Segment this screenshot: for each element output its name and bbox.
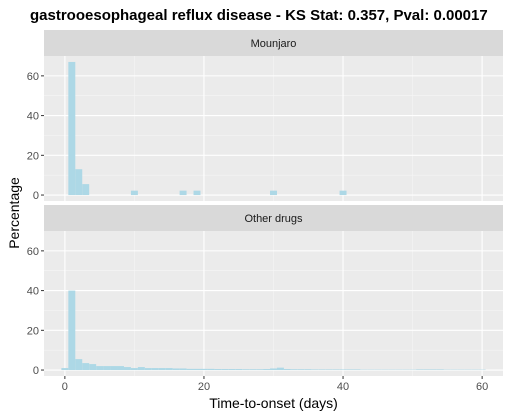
histogram-bar	[436, 369, 444, 371]
histogram-bar	[200, 368, 208, 371]
panel-bottom: Other drugs 0 20 40 60	[27, 205, 503, 377]
chart-title: gastrooesophageal reflux disease - KS St…	[30, 7, 488, 24]
histogram-bar	[117, 366, 124, 371]
histogram-bar	[346, 369, 354, 371]
histogram-bar	[249, 369, 257, 371]
histogram-bar	[123, 367, 131, 371]
y-tick-label: 60	[27, 71, 39, 83]
histogram-bar	[214, 369, 222, 371]
y-tick-label: 0	[33, 365, 39, 377]
histogram-bar	[179, 368, 187, 371]
histogram-bar	[96, 366, 104, 371]
histogram-bar	[332, 369, 340, 371]
histogram-bar	[179, 190, 187, 196]
strip-label-top: Mounjaro	[251, 38, 297, 50]
strip-background-bottom	[44, 205, 503, 231]
histogram-bar	[290, 369, 298, 371]
histogram-bar	[242, 369, 250, 371]
bars-bottom	[61, 290, 486, 371]
histogram-bar	[318, 369, 326, 371]
histogram-bar	[270, 368, 277, 371]
histogram-bar	[235, 369, 243, 371]
histogram-bar	[82, 184, 90, 196]
x-axis-label: Time-to-onset (days)	[209, 395, 338, 411]
panel-top: Mounjaro 0 20 40 60	[27, 30, 503, 202]
histogram-bar	[82, 363, 90, 371]
histogram-bar	[304, 369, 312, 371]
y-axis-bottom: 0 20 40 60	[27, 246, 44, 377]
y-tick-label: 40	[27, 111, 39, 123]
histogram-bar	[158, 368, 166, 371]
x-tick-label: 0	[62, 381, 68, 393]
histogram-bar	[193, 190, 201, 196]
histogram-bar	[186, 368, 194, 371]
histogram-bar	[144, 368, 152, 371]
histogram-bar	[75, 359, 83, 371]
histogram-bar	[165, 368, 173, 371]
histogram-bar	[270, 190, 277, 196]
histogram-bar	[68, 61, 76, 196]
histogram-bar	[61, 368, 69, 371]
histogram-bar	[172, 368, 180, 371]
histogram-bar	[130, 368, 138, 371]
histogram-bar	[263, 369, 271, 371]
y-tick-label: 40	[27, 286, 39, 298]
histogram-bar	[103, 366, 111, 371]
histogram-bar	[283, 369, 291, 371]
histogram-bar	[423, 369, 430, 371]
y-axis-top: 0 20 40 60	[27, 71, 44, 202]
y-tick-label: 0	[33, 190, 39, 202]
histogram-bar	[353, 369, 361, 371]
histogram-bar	[68, 290, 76, 371]
x-tick-label: 40	[337, 381, 349, 393]
histogram-bar	[429, 369, 437, 371]
histogram-bar	[256, 369, 264, 371]
histogram-bar	[137, 367, 145, 371]
histogram-bar	[193, 368, 201, 371]
histogram-bar	[110, 366, 118, 371]
histogram-bar	[75, 169, 83, 196]
y-tick-label: 60	[27, 246, 39, 258]
histogram-bar	[339, 190, 347, 196]
histogram-bar	[221, 369, 229, 371]
histogram-bar	[89, 364, 97, 371]
x-tick-label: 60	[476, 381, 488, 393]
y-axis-label: Percentage	[6, 177, 22, 249]
x-axis: 0 20 40 60	[62, 376, 488, 393]
histogram-bar	[276, 367, 284, 371]
histogram-bar	[297, 369, 305, 371]
histogram-bar	[416, 369, 424, 371]
bars-top	[68, 61, 347, 196]
histogram-bar	[151, 368, 159, 371]
y-tick-label: 20	[27, 325, 39, 337]
histogram-bar	[311, 369, 319, 371]
strip-background-top	[44, 30, 503, 56]
histogram-bar	[339, 369, 347, 371]
y-tick-label: 20	[27, 150, 39, 162]
histogram-bar	[228, 369, 236, 371]
strip-label-bottom: Other drugs	[244, 213, 303, 225]
histogram-bar	[207, 368, 215, 371]
histogram-bar	[130, 190, 138, 196]
x-tick-label: 20	[198, 381, 210, 393]
histogram-bar	[325, 369, 333, 371]
